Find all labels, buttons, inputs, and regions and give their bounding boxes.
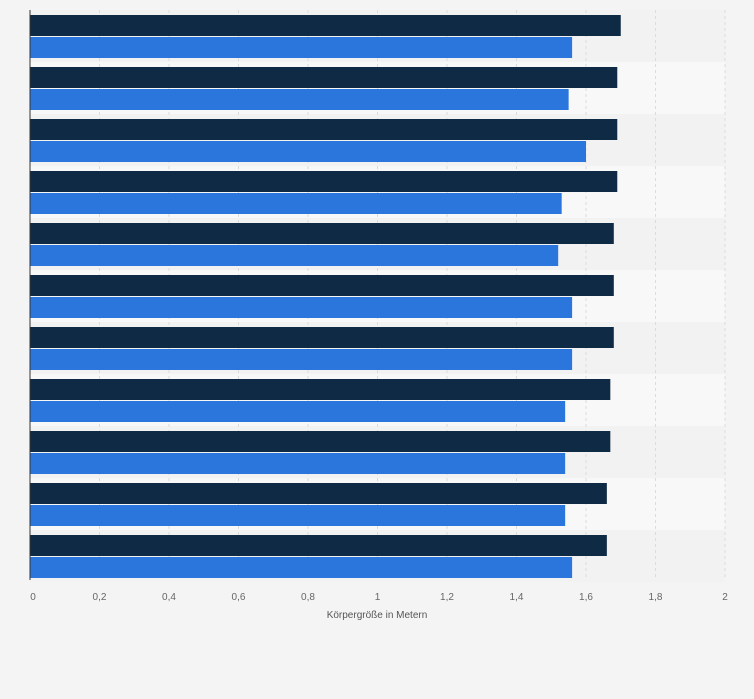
bar-series2	[30, 505, 566, 526]
bar-series1	[30, 67, 618, 88]
x-tick-label: 1	[375, 592, 381, 603]
x-tick-label: 0,8	[301, 592, 315, 603]
bar-series1	[30, 431, 611, 452]
x-tick-label: 2	[722, 592, 728, 603]
bar-series1	[30, 379, 611, 400]
bar-series2	[30, 401, 566, 422]
x-tick-label: 1,6	[579, 592, 593, 603]
bar-series1	[30, 483, 607, 504]
x-tick-label: 0,4	[162, 592, 176, 603]
bar-series2	[30, 141, 586, 162]
bar-series1	[30, 275, 614, 296]
bars	[30, 15, 621, 578]
bar-series2	[30, 557, 573, 578]
bar-series1	[30, 171, 618, 192]
x-tick-label: 0,2	[93, 592, 107, 603]
bar-series2	[30, 453, 566, 474]
bar-series1	[30, 15, 621, 36]
bar-series1	[30, 327, 614, 348]
bar-series1	[30, 223, 614, 244]
bar-series1	[30, 535, 607, 556]
x-tick-label: 1,2	[440, 592, 454, 603]
bar-series2	[30, 245, 559, 266]
x-tick-label: 0,6	[232, 592, 246, 603]
bar-series2	[30, 297, 573, 318]
bar-series2	[30, 349, 573, 370]
x-tick-label: 1,4	[510, 592, 524, 603]
bar-series2	[30, 89, 569, 110]
bar-series2	[30, 193, 562, 214]
x-tick-label: 0	[30, 592, 36, 603]
bar-series1	[30, 119, 618, 140]
bar-series2	[30, 37, 573, 58]
x-axis-title: Körpergröße in Metern	[327, 610, 428, 621]
x-tick-label: 1,8	[649, 592, 663, 603]
x-tick-labels: 0 0,2 0,4 0,6 0,8 1 1,2 1,4 1,6 1,8 2	[30, 592, 728, 603]
